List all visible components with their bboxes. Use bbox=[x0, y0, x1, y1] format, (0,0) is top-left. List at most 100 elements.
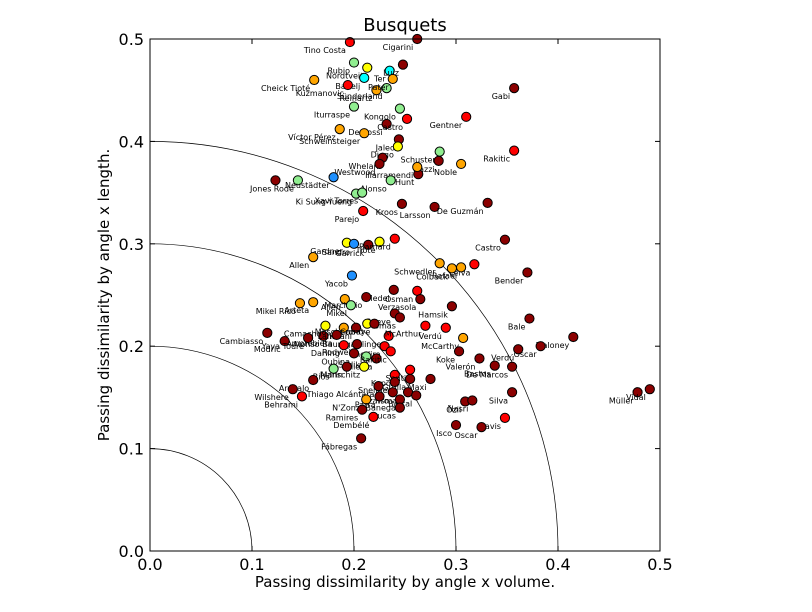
data-point-label: Rakitic bbox=[360, 355, 387, 364]
plot-frame bbox=[149, 38, 661, 552]
data-point-label: Modric bbox=[254, 345, 281, 354]
data-point bbox=[524, 313, 535, 324]
data-point bbox=[434, 258, 445, 269]
data-point-label: Silva bbox=[489, 396, 508, 405]
data-point-label: De Guzmán bbox=[437, 207, 484, 216]
data-point bbox=[292, 175, 303, 186]
data-point bbox=[394, 312, 405, 323]
data-point bbox=[474, 353, 485, 364]
x-tick-label: 0.1 bbox=[239, 555, 264, 574]
data-point bbox=[388, 284, 399, 295]
data-point-label: Bastos bbox=[464, 370, 491, 379]
data-point bbox=[401, 113, 413, 124]
data-point-label: Bender bbox=[495, 276, 524, 285]
data-point-label: Jaleo bbox=[375, 143, 395, 152]
data-point bbox=[344, 36, 356, 48]
data-point bbox=[499, 234, 511, 245]
data-point-label: Ramires bbox=[326, 414, 359, 423]
data-point-label: Camacho bbox=[284, 330, 322, 339]
data-point-label: Ismaili bbox=[378, 396, 404, 405]
data-point bbox=[383, 330, 394, 342]
data-point-label: Medel bbox=[366, 294, 390, 303]
data-point bbox=[308, 374, 319, 386]
data-point bbox=[294, 298, 306, 309]
data-point bbox=[513, 344, 524, 355]
data-point-label: Valerón bbox=[445, 361, 475, 371]
data-point-label: Cheick Tioté bbox=[261, 83, 310, 93]
data-point bbox=[405, 364, 416, 375]
data-point-label: Mikel bbox=[326, 309, 347, 318]
data-point bbox=[644, 384, 655, 395]
data-point-label: Luiz bbox=[383, 69, 399, 78]
data-point bbox=[429, 201, 440, 213]
data-point-label: Rubio bbox=[328, 67, 351, 76]
data-point bbox=[433, 155, 444, 166]
data-point bbox=[359, 361, 370, 372]
data-point bbox=[362, 62, 373, 73]
data-point-label: Schuster bbox=[401, 156, 437, 165]
data-point-label: Nasri bbox=[448, 404, 469, 413]
data-point-label: Bale bbox=[508, 323, 526, 332]
y-axis: 0.0 0.1 0.2 0.3 0.4 0.5 bbox=[119, 30, 660, 561]
data-point-label: Koke bbox=[436, 355, 455, 364]
data-point-label: Tomas bbox=[370, 322, 396, 331]
data-point bbox=[342, 79, 353, 91]
data-point bbox=[348, 101, 360, 112]
data-point bbox=[381, 118, 392, 130]
data-point bbox=[348, 348, 360, 359]
data-point-label: Garrick bbox=[335, 249, 364, 258]
data-point bbox=[270, 175, 281, 186]
y-tick-label: 0.1 bbox=[119, 440, 144, 459]
data-point-label: McCarthy bbox=[421, 342, 459, 351]
data-point-label: Sneijder bbox=[358, 386, 392, 395]
data-point bbox=[506, 387, 518, 398]
x-axis: 0.0 0.1 0.2 0.3 0.4 0.5 bbox=[137, 39, 673, 574]
data-point-label: Kroos bbox=[376, 208, 398, 217]
data-point-label: Rafael bbox=[432, 271, 457, 280]
data-point-label: Thiago Alcántara bbox=[306, 390, 375, 399]
data-point-label: Isco bbox=[436, 429, 452, 438]
x-tick-label: 0.2 bbox=[341, 555, 366, 574]
data-point bbox=[374, 236, 385, 247]
reference-arc bbox=[150, 448, 253, 551]
data-point-label: Gardner bbox=[310, 247, 343, 256]
data-point-label: Oscar bbox=[454, 431, 478, 440]
data-point bbox=[331, 329, 342, 341]
data-point-label: Davis bbox=[479, 422, 501, 431]
data-point bbox=[368, 411, 379, 422]
data-point-label: Yaya Touré bbox=[261, 341, 304, 351]
data-point bbox=[499, 412, 511, 423]
data-point bbox=[361, 394, 372, 405]
data-point bbox=[389, 376, 400, 388]
data-point-label: Neustädter bbox=[285, 181, 330, 190]
data-point bbox=[328, 172, 339, 183]
data-point-label: Sandro bbox=[322, 248, 350, 257]
data-point bbox=[303, 332, 314, 344]
data-point bbox=[345, 300, 357, 311]
data-point-label: Vidal bbox=[626, 393, 646, 402]
data-point-label: Özil bbox=[446, 404, 461, 414]
y-tick-label: 0.4 bbox=[119, 132, 144, 151]
data-point-label: Schweinsteiger bbox=[299, 137, 361, 146]
data-point bbox=[467, 395, 478, 406]
data-point bbox=[434, 146, 445, 157]
data-point bbox=[450, 419, 462, 431]
data-point-label: Lucas bbox=[373, 412, 396, 421]
data-point bbox=[373, 381, 384, 392]
data-point bbox=[405, 373, 416, 385]
y-axis-title: Passing dissimilarity by angle x length. bbox=[95, 149, 113, 441]
data-point bbox=[350, 322, 362, 333]
data-point bbox=[359, 72, 370, 84]
data-point bbox=[509, 145, 520, 156]
data-point bbox=[396, 198, 408, 209]
data-point-label: Lahm bbox=[318, 332, 340, 341]
data-point-label: Maxi bbox=[408, 383, 427, 392]
reference-arc bbox=[150, 243, 457, 551]
data-point-label: Cigarini bbox=[383, 43, 414, 52]
data-point bbox=[318, 330, 329, 342]
data-point-label: N'Zonzi bbox=[332, 403, 362, 412]
data-point-label: Maloney bbox=[536, 341, 570, 350]
data-point bbox=[387, 387, 398, 398]
data-point-label: Marin bbox=[320, 371, 342, 380]
